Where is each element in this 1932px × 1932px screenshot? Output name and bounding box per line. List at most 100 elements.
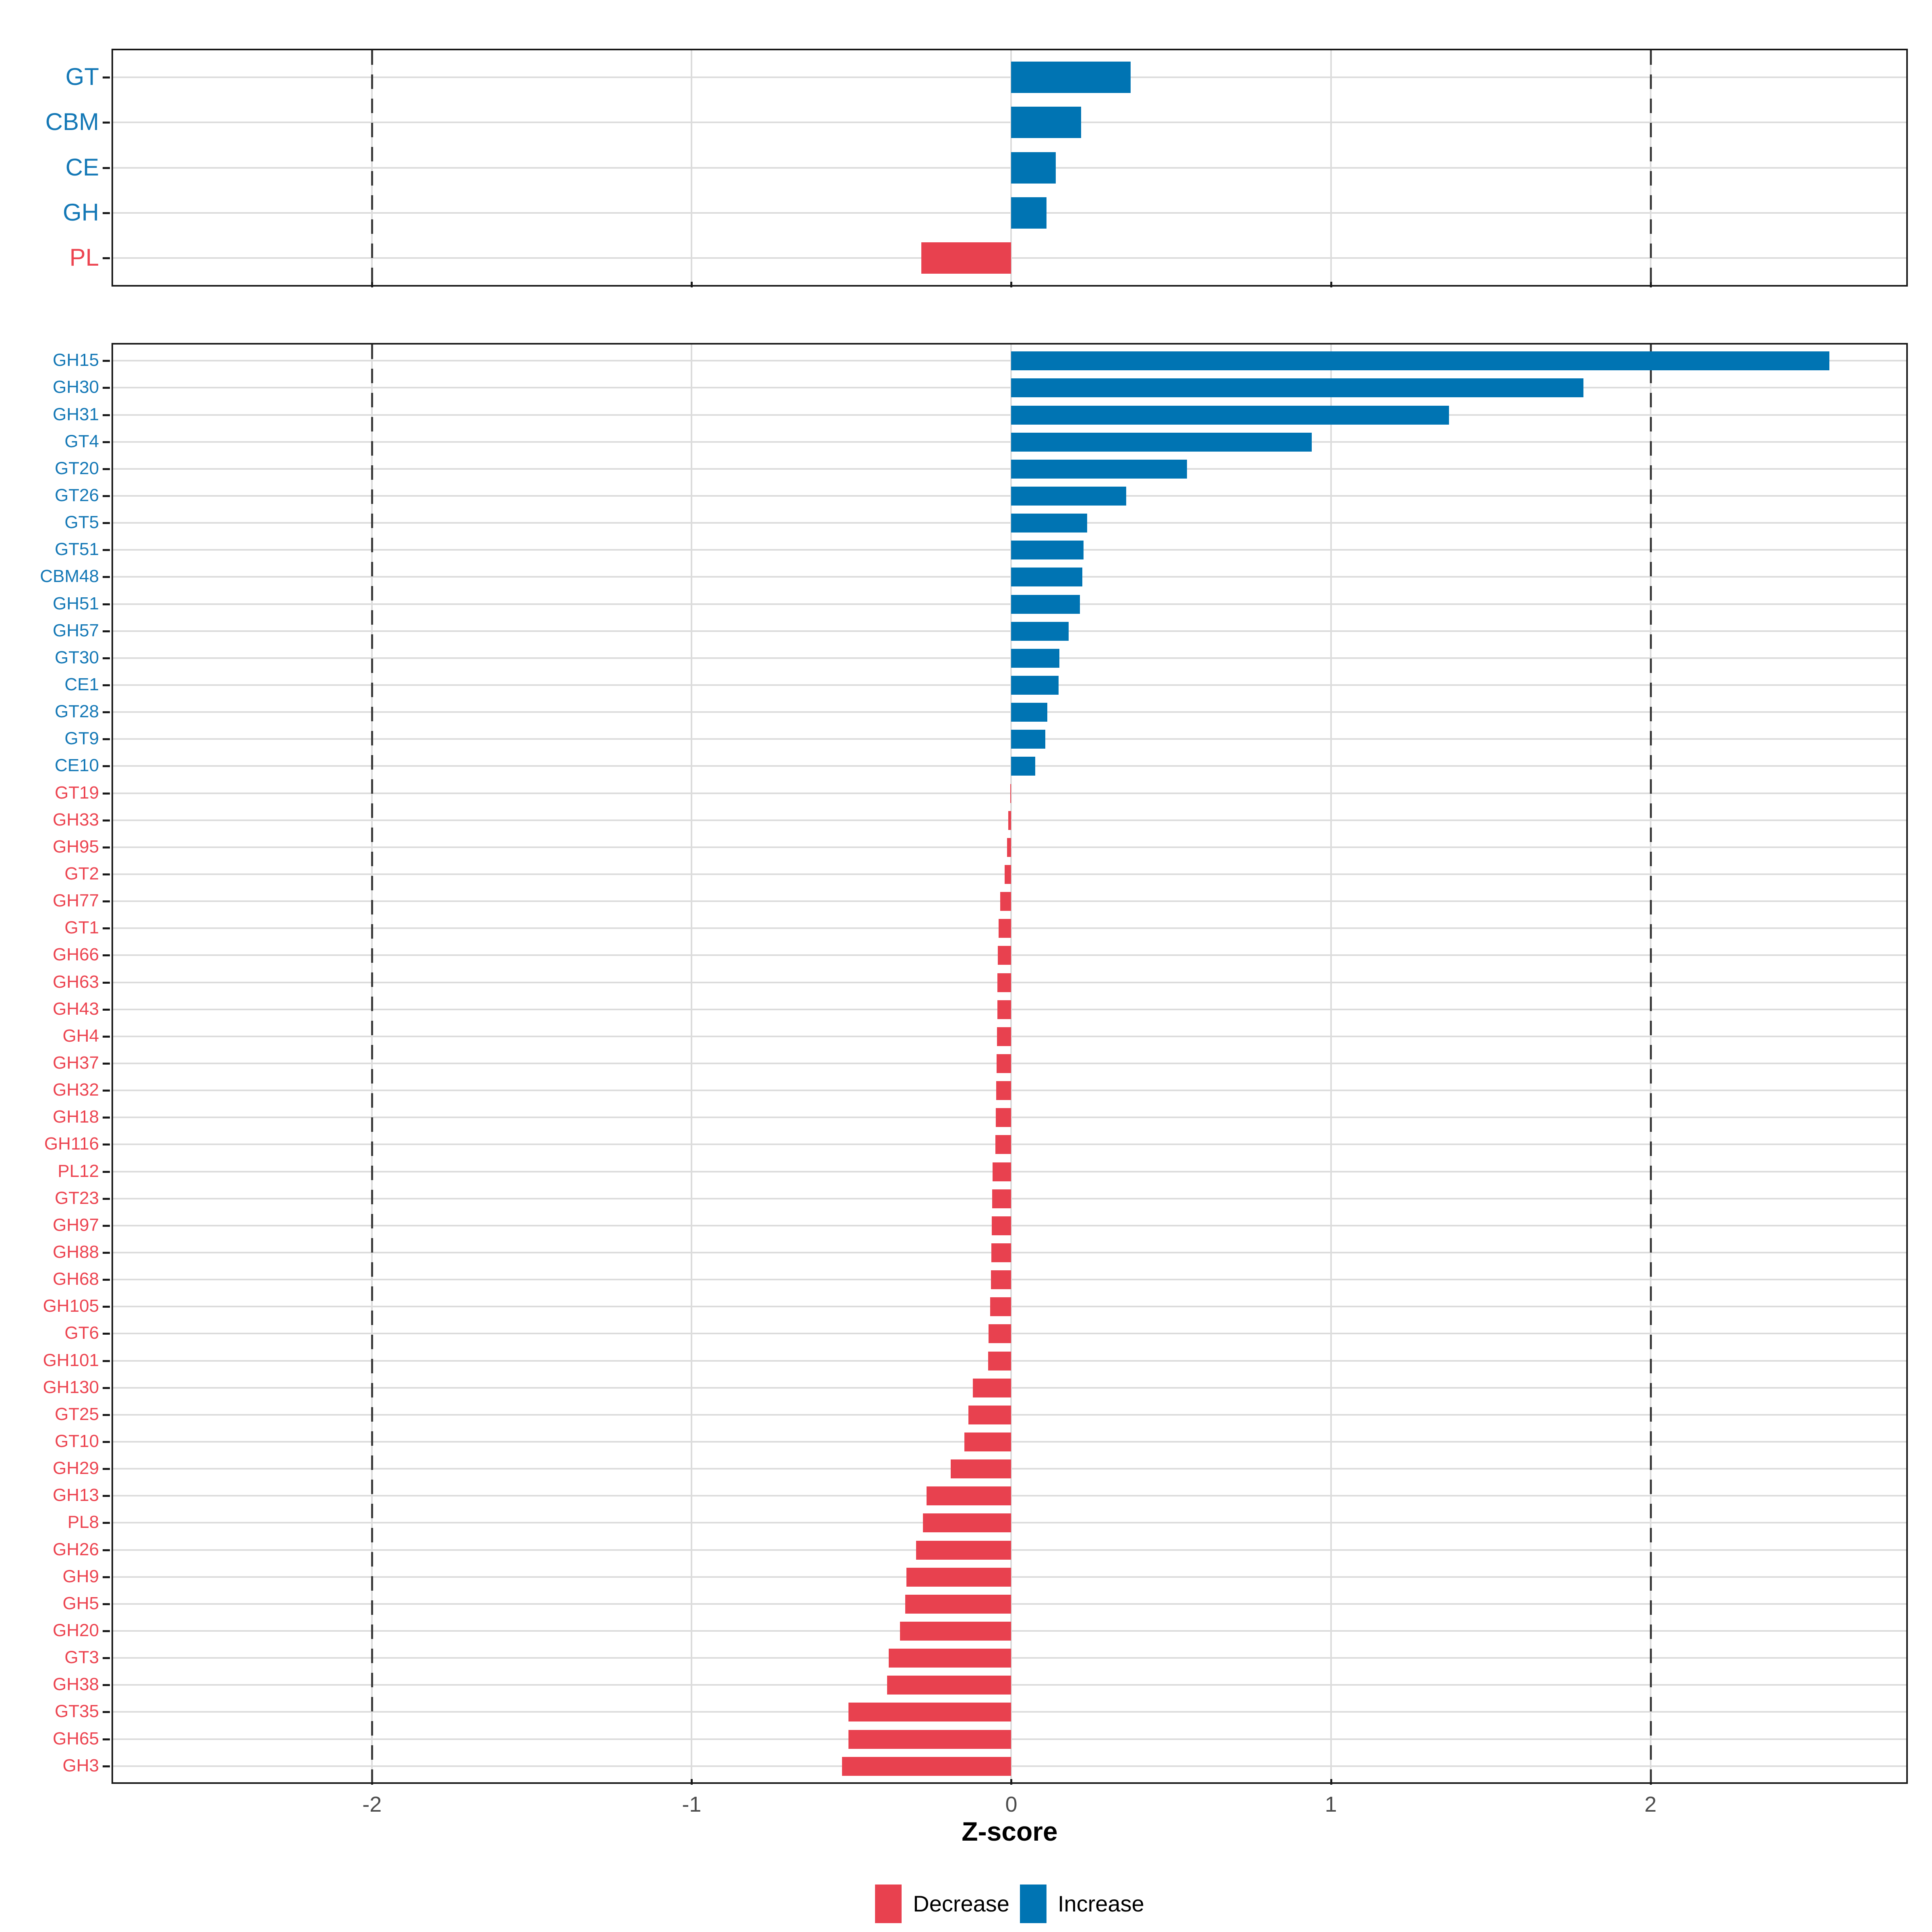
y-tick-mark [103, 1144, 110, 1146]
top-panel-families: GT CBM CE GH PL [45, 49, 1908, 287]
bar-GH30 [1011, 378, 1583, 397]
y-gridline [113, 360, 1906, 361]
x-tick-label--2: -2 [362, 1792, 382, 1816]
bar-GT25 [968, 1405, 1011, 1424]
y-tick-mark [103, 522, 110, 524]
bar-GH51 [1011, 594, 1080, 614]
bar-GT6 [989, 1324, 1011, 1343]
bar-GT9 [1011, 729, 1046, 749]
x-tick-label--1: -1 [682, 1792, 702, 1816]
category-label-GT6: GT6 [64, 1323, 99, 1343]
bar-GH9 [906, 1567, 1011, 1587]
y-tick-mark [103, 387, 110, 389]
bar-CBM [1011, 107, 1082, 138]
y-tick-mark [103, 257, 110, 259]
bar-GH38 [887, 1675, 1011, 1695]
category-label-GH105: GH105 [43, 1296, 99, 1316]
category-label-CBM48: CBM48 [40, 566, 99, 586]
y-tick-mark [103, 657, 110, 659]
y-tick-mark [103, 1684, 110, 1686]
category-label-CE: CE [65, 153, 99, 181]
bar-GT28 [1011, 702, 1048, 722]
category-label-GH38: GH38 [53, 1674, 99, 1695]
y-tick-mark [103, 1468, 110, 1470]
bar-GH3 [842, 1757, 1011, 1776]
bar-GH18 [996, 1108, 1011, 1127]
y-tick-mark [103, 765, 110, 767]
category-label-CE1: CE1 [64, 675, 99, 695]
dashed-reference-line [1649, 50, 1652, 285]
category-label-GH5: GH5 [62, 1593, 99, 1614]
category-label-GH65: GH65 [53, 1729, 99, 1749]
y-tick-mark [103, 1360, 110, 1362]
y-gridline [113, 576, 1906, 578]
y-tick-mark [103, 122, 110, 124]
legend-swatch-decrease [875, 1885, 902, 1923]
y-gridline [113, 468, 1906, 470]
y-tick-mark [103, 1414, 110, 1416]
y-tick-mark [103, 1090, 110, 1092]
legend-label-decrease: Decrease [913, 1891, 1009, 1916]
category-label-GT28: GT28 [54, 702, 99, 722]
bar-GT19 [1010, 784, 1011, 803]
category-label-GH130: GH130 [43, 1377, 99, 1397]
y-gridline [113, 212, 1906, 214]
x-tick-mark [691, 1779, 693, 1785]
bar-CBM48 [1011, 567, 1082, 586]
legend-swatch-increase [1020, 1885, 1046, 1923]
bar-GH57 [1011, 621, 1069, 641]
y-tick-mark [103, 1576, 110, 1578]
y-gridline [113, 122, 1906, 123]
x-axis-title: Z-score [962, 1816, 1058, 1846]
bar-CE10 [1011, 756, 1036, 776]
category-label-GH37: GH37 [53, 1053, 99, 1073]
bar-GH88 [991, 1243, 1011, 1262]
y-tick-mark [103, 711, 110, 713]
y-tick-mark [103, 1495, 110, 1497]
y-gridline [113, 630, 1906, 632]
bar-GT2 [1004, 865, 1011, 884]
category-label-GH3: GH3 [62, 1756, 99, 1776]
y-tick-mark [103, 1549, 110, 1551]
bar-GH97 [992, 1216, 1011, 1235]
category-label-PL8: PL8 [67, 1512, 99, 1532]
y-tick-mark [103, 1441, 110, 1443]
category-label-GH32: GH32 [53, 1080, 99, 1100]
bar-GH37 [996, 1054, 1011, 1073]
y-tick-mark [103, 1063, 110, 1065]
x-tick-mark [1010, 282, 1013, 287]
bar-CE [1011, 152, 1056, 184]
y-tick-mark [103, 1630, 110, 1632]
y-tick-mark [103, 900, 110, 902]
x-tick-label-0: 0 [1005, 1792, 1018, 1816]
bar-GH101 [988, 1351, 1011, 1371]
bar-GH29 [950, 1459, 1011, 1478]
y-gridline [113, 387, 1906, 388]
y-tick-mark [103, 1117, 110, 1119]
bar-GT35 [848, 1702, 1011, 1721]
category-label-GH18: GH18 [53, 1107, 99, 1127]
category-label-GH9: GH9 [62, 1567, 99, 1587]
category-label-GH26: GH26 [53, 1540, 99, 1560]
bottom-panel-subfamilies: GH15 GH30 GH31 GT4 GT20 GT26 GT5 GT51 CBM48 GH51 G… [40, 343, 1908, 1785]
bar-GH20 [900, 1621, 1011, 1641]
y-tick-mark [103, 549, 110, 551]
category-label-PL: PL [69, 244, 99, 271]
y-tick-mark [103, 495, 110, 497]
bar-GT1 [998, 919, 1011, 938]
y-tick-mark [103, 1198, 110, 1200]
bar-GH63 [997, 973, 1011, 992]
y-tick-mark [103, 1009, 110, 1011]
category-label-GH33: GH33 [53, 810, 99, 830]
category-label-GH29: GH29 [53, 1458, 99, 1478]
y-tick-mark [103, 167, 110, 169]
bar-GT5 [1011, 513, 1087, 533]
category-label-GH30: GH30 [53, 377, 99, 397]
y-tick-mark [103, 441, 110, 443]
y-gridline [113, 657, 1906, 659]
dashed-reference-line [1649, 345, 1652, 1782]
category-label-PL12: PL12 [58, 1161, 99, 1181]
category-label-GT1: GT1 [64, 918, 99, 938]
y-gridline [113, 495, 1906, 497]
y-tick-mark [103, 1252, 110, 1254]
